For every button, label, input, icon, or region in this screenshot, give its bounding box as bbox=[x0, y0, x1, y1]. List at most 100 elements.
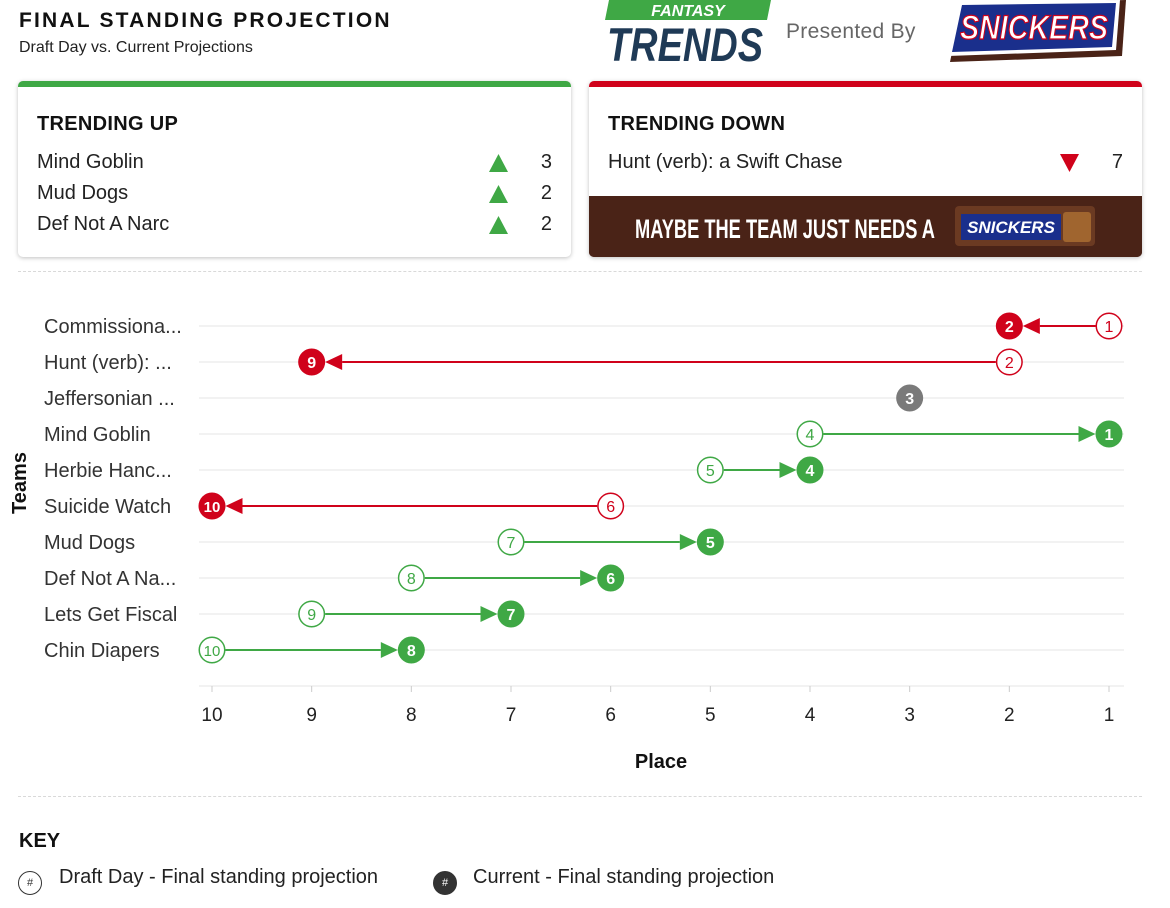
draft-value-label: 8 bbox=[407, 571, 416, 588]
rank-change-value: 3 bbox=[540, 151, 552, 173]
team-label: Chin Diapers bbox=[44, 640, 160, 662]
current-value-label: 4 bbox=[806, 463, 815, 480]
x-tick-label: 8 bbox=[406, 705, 417, 726]
draft-marker bbox=[497, 528, 525, 556]
trending-up-title: TRENDING UP bbox=[37, 113, 179, 135]
key-title: KEY bbox=[19, 830, 61, 852]
x-tick-label: 4 bbox=[805, 705, 816, 726]
team-name: Mind Goblin bbox=[37, 151, 144, 173]
draft-marker bbox=[198, 636, 226, 664]
current-marker bbox=[1095, 420, 1123, 448]
key-draft-label: Draft Day - Final standing projection bbox=[59, 866, 379, 888]
change-arrowhead bbox=[1022, 318, 1040, 334]
chart-marks: 1 2 2 9 3 4 1 5 4 6 10 7 5 8 6 9 7 10 8 bbox=[198, 312, 1123, 664]
x-tick-label: 7 bbox=[506, 705, 517, 726]
key-current-marker: # bbox=[433, 871, 457, 895]
x-tick-label: 6 bbox=[605, 705, 616, 726]
x-axis-title: Place bbox=[635, 751, 687, 773]
up-triangle-icon bbox=[489, 216, 508, 234]
draft-marker bbox=[597, 492, 625, 520]
team-label: Hunt (verb): ... bbox=[44, 352, 172, 374]
team-label: Mind Goblin bbox=[44, 424, 151, 446]
y-axis-title: Teams bbox=[9, 452, 31, 514]
change-arrowhead bbox=[679, 534, 697, 550]
up-triangle-icon bbox=[489, 185, 508, 203]
current-marker bbox=[896, 384, 924, 412]
current-value-label: 3 bbox=[905, 391, 914, 408]
draft-marker bbox=[397, 564, 425, 592]
trends-logo-main-text: TRENDS bbox=[607, 18, 763, 64]
current-marker bbox=[597, 564, 625, 592]
draft-marker bbox=[298, 600, 326, 628]
team-label: Suicide Watch bbox=[44, 496, 171, 518]
current-marker bbox=[796, 456, 824, 484]
team-label: Mud Dogs bbox=[44, 532, 135, 554]
current-value-label: 8 bbox=[407, 643, 416, 660]
change-arrowhead bbox=[325, 354, 343, 370]
current-value-label: 2 bbox=[1005, 319, 1014, 336]
draft-marker bbox=[1095, 312, 1123, 340]
current-value-label: 10 bbox=[204, 499, 221, 516]
down-triangle-icon bbox=[1060, 154, 1079, 172]
draft-value-label: 6 bbox=[606, 499, 615, 516]
snickers-ad-banner[interactable]: MAYBE THE TEAM JUST NEEDS A SNICKERS bbox=[589, 196, 1142, 257]
team-label: Herbie Hanc... bbox=[44, 460, 172, 482]
change-arrowhead bbox=[580, 570, 598, 586]
current-marker bbox=[696, 528, 724, 556]
draft-marker bbox=[995, 348, 1023, 376]
current-marker bbox=[298, 348, 326, 376]
draft-value-label: 2 bbox=[1005, 355, 1014, 372]
x-tick-label: 1 bbox=[1104, 705, 1115, 726]
team-label: Jeffersonian ... bbox=[44, 388, 175, 410]
current-value-label: 1 bbox=[1105, 427, 1114, 444]
draft-value-label: 1 bbox=[1105, 319, 1114, 336]
draft-marker bbox=[796, 420, 824, 448]
current-marker bbox=[397, 636, 425, 664]
current-value-label: 6 bbox=[606, 571, 615, 588]
change-arrowhead bbox=[225, 498, 243, 514]
current-value-label: 5 bbox=[706, 535, 715, 552]
presented-by-label: Presented By bbox=[786, 20, 916, 43]
key-draft-marker: # bbox=[18, 871, 42, 895]
draft-value-label: 4 bbox=[806, 427, 815, 444]
trending-down-row: Hunt (verb): a Swift Chase 7 bbox=[608, 151, 1123, 181]
current-value-label: 7 bbox=[507, 607, 516, 624]
current-marker bbox=[497, 600, 525, 628]
key-current-label: Current - Final standing projection bbox=[473, 866, 775, 888]
change-arrowhead bbox=[480, 606, 498, 622]
team-label: Commissiona... bbox=[44, 316, 182, 338]
x-tick-label: 9 bbox=[306, 705, 317, 726]
draft-marker bbox=[696, 456, 724, 484]
divider bbox=[18, 796, 1142, 797]
fantasy-trends-logo: FANTASY TRENDS bbox=[605, 0, 771, 64]
trending-up-row: Mind Goblin 3 bbox=[37, 151, 552, 181]
team-label: Def Not A Na... bbox=[44, 568, 176, 590]
team-label: Lets Get Fiscal bbox=[44, 604, 177, 626]
up-triangle-icon bbox=[489, 154, 508, 172]
trending-up-row: Mud Dogs 2 bbox=[37, 182, 552, 212]
trending-down-title: TRENDING DOWN bbox=[608, 113, 786, 135]
current-marker bbox=[198, 492, 226, 520]
team-labels: Commissiona... Hunt (verb): ... Jeffersoni… bbox=[44, 316, 182, 662]
x-axis-ticks: 10 9 8 7 6 5 4 3 2 1 bbox=[201, 686, 1114, 726]
rank-change-value: 2 bbox=[540, 213, 552, 235]
page-subtitle: Draft Day vs. Current Projections bbox=[19, 39, 253, 56]
x-tick-label: 10 bbox=[201, 705, 222, 726]
rank-change-value: 7 bbox=[1111, 151, 1123, 173]
banner-text: MAYBE THE TEAM JUST NEEDS A bbox=[635, 214, 935, 244]
current-marker bbox=[995, 312, 1023, 340]
banner-candy-bar-text: SNICKERS bbox=[967, 218, 1056, 237]
team-name: Hunt (verb): a Swift Chase bbox=[608, 151, 843, 173]
current-value-label: 9 bbox=[307, 355, 316, 372]
team-name: Def Not A Narc bbox=[37, 213, 170, 235]
draft-value-label: 10 bbox=[204, 643, 221, 660]
x-tick-label: 5 bbox=[705, 705, 716, 726]
fantasy-logo-top-text: FANTASY bbox=[651, 3, 726, 20]
trending-up-row: Def Not A Narc 2 bbox=[37, 213, 552, 243]
divider bbox=[18, 271, 1142, 272]
draft-value-label: 7 bbox=[507, 535, 516, 552]
change-arrowhead bbox=[1078, 426, 1096, 442]
page-title: FINAL STANDING PROJECTION bbox=[19, 9, 392, 32]
trending-up-card: TRENDING UP Mind Goblin 3 Mud Dogs 2 Def… bbox=[18, 81, 571, 257]
trending-down-card: TRENDING DOWN Hunt (verb): a Swift Chase… bbox=[589, 81, 1142, 257]
